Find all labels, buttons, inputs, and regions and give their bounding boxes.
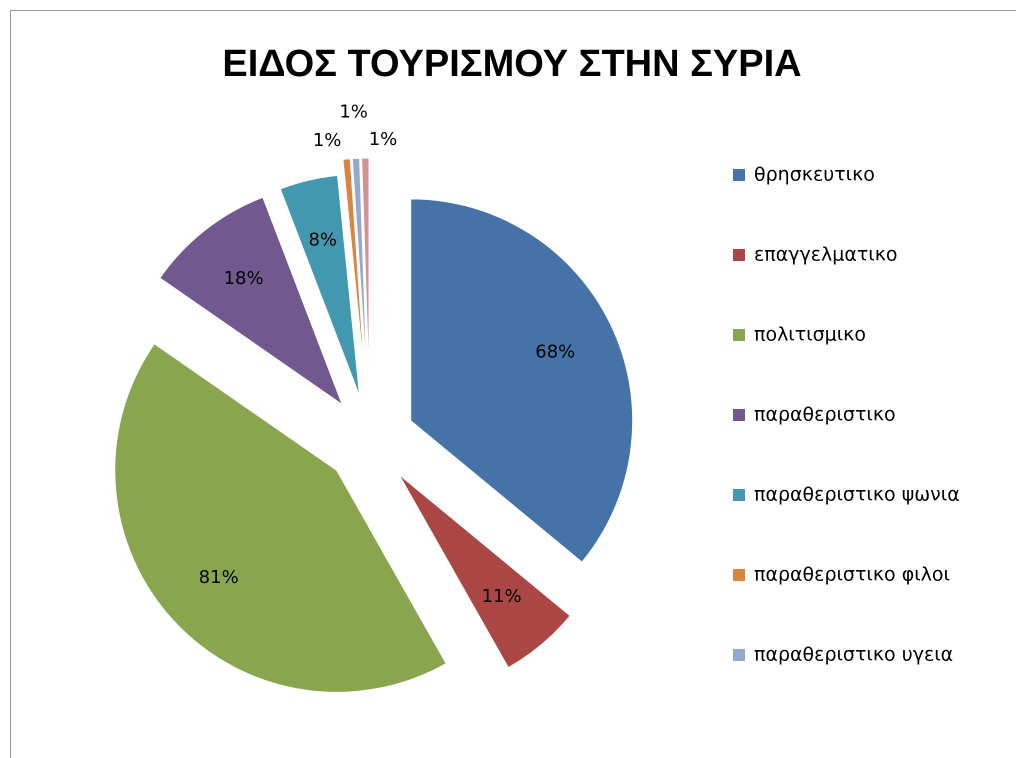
pie-slice — [351, 157, 368, 381]
pie-slice — [279, 174, 361, 397]
data-label: 1% — [339, 101, 368, 122]
pie-slice — [114, 343, 447, 693]
legend-label: επαγγελματικο — [754, 244, 898, 266]
data-label: 81% — [199, 567, 239, 588]
pie-slice — [342, 158, 366, 381]
data-label: 11% — [482, 586, 522, 607]
legend-label: θρησκευτικο — [754, 164, 875, 186]
data-label: 18% — [224, 268, 264, 289]
pie-slice — [410, 198, 634, 563]
pie-slice — [398, 474, 571, 669]
legend-swatch — [733, 569, 745, 581]
legend-label: παραθεριστικο ψωνια — [754, 484, 960, 506]
legend-label: παραθεριστικο υγεια — [754, 644, 953, 666]
legend-label: παραθεριστικο — [754, 404, 896, 426]
legend-swatch — [733, 249, 745, 261]
legend-label: παραθεριστικο φιλοι — [754, 564, 950, 586]
chart-title: ΕΙΔΟΣ ΤΟΥΡΙΣΜΟΥ ΣΤΗΝ ΣΥΡΙΑ — [222, 43, 801, 85]
legend-swatch — [733, 409, 745, 421]
legend-label: πολιτισμικο — [754, 324, 866, 346]
data-label: 68% — [535, 342, 575, 363]
legend-swatch — [733, 649, 745, 661]
data-label: 1% — [313, 130, 342, 151]
data-label: 1% — [369, 129, 398, 150]
legend-swatch — [733, 329, 745, 341]
legend-swatch — [733, 489, 745, 501]
pie-slice — [361, 157, 370, 381]
legend-swatch — [733, 169, 745, 181]
data-label: 8% — [308, 230, 337, 251]
pie-slice — [159, 196, 344, 406]
